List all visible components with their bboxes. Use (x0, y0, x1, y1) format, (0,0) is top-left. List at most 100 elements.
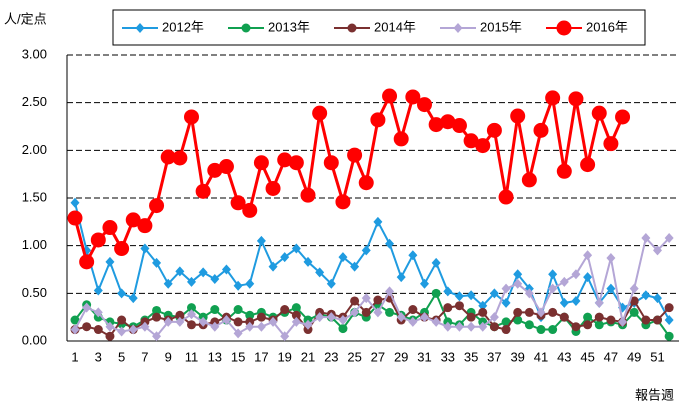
x-tick-label: 1 (71, 349, 78, 364)
series-line (74, 235, 670, 338)
x-tick-label: 43 (557, 349, 571, 364)
legend-label: 2013年 (268, 19, 310, 34)
marker (641, 290, 651, 301)
marker (583, 320, 593, 330)
marker (93, 285, 103, 296)
marker (524, 288, 534, 299)
marker (498, 189, 514, 205)
marker (594, 297, 604, 308)
marker (358, 175, 374, 191)
marker (175, 266, 185, 277)
marker (466, 321, 476, 332)
marker (242, 202, 258, 218)
marker (335, 194, 351, 210)
marker (268, 316, 278, 327)
marker (312, 105, 328, 121)
marker (105, 321, 115, 332)
marker (664, 303, 674, 313)
y-tick-label: 2.00 (22, 142, 47, 157)
legend-label: 2015年 (480, 19, 522, 34)
marker (664, 233, 674, 244)
marker (559, 297, 569, 308)
marker (629, 307, 639, 317)
marker (210, 305, 220, 315)
marker (149, 198, 165, 214)
marker (478, 307, 488, 317)
marker (664, 331, 674, 341)
x-tick-label: 5 (118, 349, 125, 364)
marker (417, 97, 432, 113)
marker (210, 274, 220, 285)
marker (323, 155, 339, 171)
marker (556, 163, 572, 179)
marker (501, 297, 511, 308)
series-line (74, 202, 671, 321)
marker (93, 307, 103, 318)
marker (230, 195, 246, 211)
x-tick-label: 47 (604, 349, 618, 364)
marker (571, 269, 581, 280)
marker (163, 278, 173, 289)
marker (210, 321, 220, 332)
marker (198, 316, 208, 327)
marker (393, 131, 409, 147)
marker (548, 325, 558, 335)
marker (641, 315, 651, 325)
marker (102, 220, 118, 236)
marker (548, 283, 558, 294)
marker (489, 322, 499, 332)
marker (70, 315, 80, 325)
marker (533, 122, 549, 138)
marker (233, 317, 243, 327)
marker (256, 312, 266, 322)
marker (489, 312, 499, 323)
marker (478, 300, 488, 311)
marker (385, 307, 395, 317)
marker (501, 283, 511, 294)
marker (443, 303, 453, 313)
marker (382, 88, 398, 104)
marker (571, 295, 581, 306)
marker (218, 159, 234, 175)
marker (172, 150, 188, 166)
marker (105, 256, 115, 267)
y-tick-label: 2.50 (22, 94, 47, 109)
marker (253, 155, 269, 171)
marker (408, 316, 418, 327)
marker (443, 321, 453, 332)
marker (370, 112, 386, 128)
x-tick-label: 23 (324, 349, 338, 364)
marker (420, 312, 429, 323)
marker (187, 309, 196, 320)
x-axis-label: 報告週 (635, 387, 674, 402)
marker (105, 331, 115, 341)
marker (152, 312, 162, 322)
marker (338, 315, 348, 326)
marker (513, 269, 523, 280)
marker (361, 245, 371, 256)
y-tick-label: 1.50 (22, 189, 47, 204)
series-line (74, 291, 670, 337)
marker (521, 172, 537, 188)
marker (513, 307, 523, 317)
marker (233, 305, 243, 315)
marker (221, 315, 231, 326)
marker (571, 322, 581, 332)
marker (163, 316, 173, 327)
marker (536, 307, 546, 318)
marker (256, 321, 266, 332)
marker (453, 23, 463, 33)
marker (315, 312, 325, 323)
marker (513, 278, 523, 289)
marker (338, 252, 348, 263)
legend-label: 2014年 (374, 19, 416, 34)
marker (580, 157, 596, 173)
marker (245, 321, 255, 332)
marker (431, 316, 441, 327)
marker (583, 250, 593, 261)
marker (606, 315, 616, 325)
x-tick-label: 3 (95, 349, 102, 364)
marker (152, 331, 162, 342)
marker (187, 320, 196, 330)
